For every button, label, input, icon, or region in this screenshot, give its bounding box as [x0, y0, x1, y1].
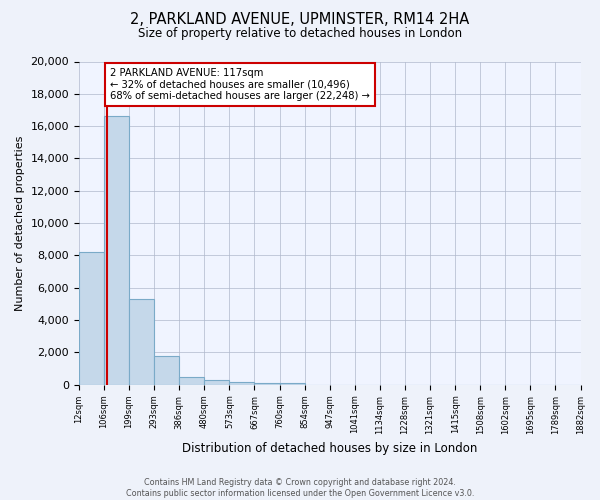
Text: Size of property relative to detached houses in London: Size of property relative to detached ho… — [138, 28, 462, 40]
Text: 2, PARKLAND AVENUE, UPMINSTER, RM14 2HA: 2, PARKLAND AVENUE, UPMINSTER, RM14 2HA — [130, 12, 470, 28]
Bar — [205, 380, 229, 385]
Bar — [79, 252, 104, 385]
Bar — [229, 382, 254, 385]
Bar — [104, 116, 129, 385]
Text: 2 PARKLAND AVENUE: 117sqm
← 32% of detached houses are smaller (10,496)
68% of s: 2 PARKLAND AVENUE: 117sqm ← 32% of detac… — [110, 68, 370, 101]
Bar — [154, 356, 179, 385]
Bar — [179, 377, 205, 385]
Y-axis label: Number of detached properties: Number of detached properties — [15, 136, 25, 311]
X-axis label: Distribution of detached houses by size in London: Distribution of detached houses by size … — [182, 442, 478, 455]
Text: Contains HM Land Registry data © Crown copyright and database right 2024.
Contai: Contains HM Land Registry data © Crown c… — [126, 478, 474, 498]
Bar — [129, 299, 154, 385]
Bar — [254, 383, 280, 385]
Bar — [280, 383, 305, 385]
